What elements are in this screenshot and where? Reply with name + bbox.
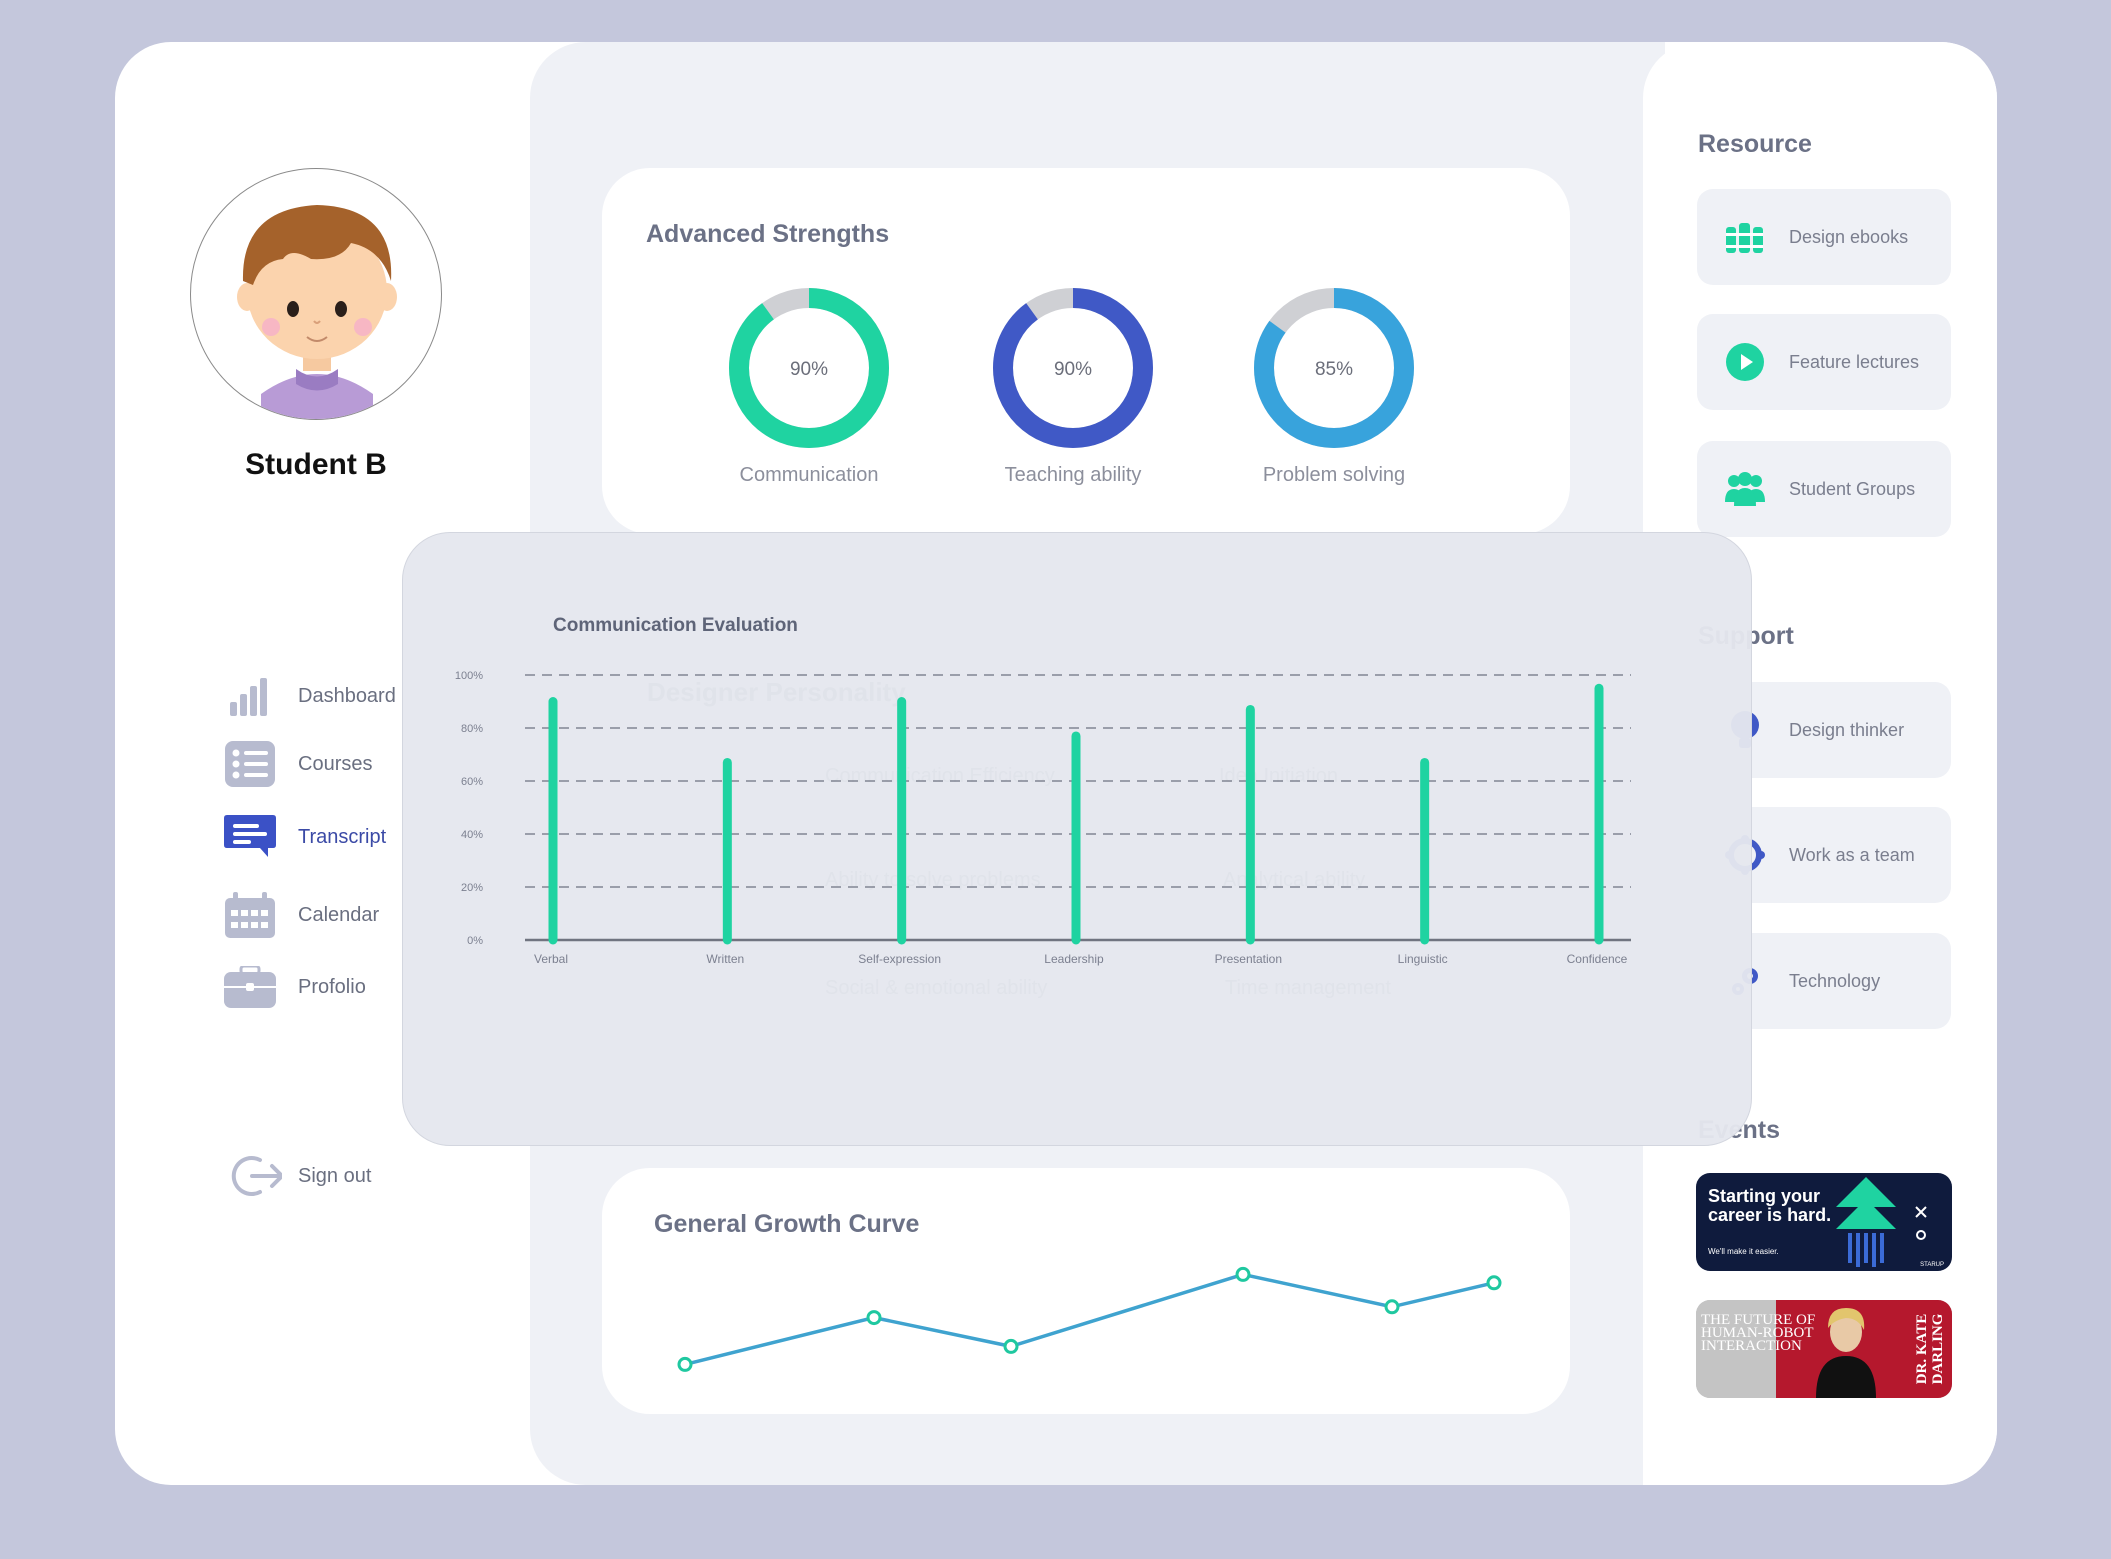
play-icon (1723, 340, 1767, 384)
donut-arc (729, 288, 889, 448)
event-banner-robot[interactable]: THE FUTURE OF HUMAN-ROBOT INTERACTION DR… (1696, 1300, 1952, 1398)
x-tick-label: Written (706, 952, 744, 966)
ghost-item: Time management (1225, 977, 1391, 999)
resource-student-groups[interactable]: Student Groups (1697, 441, 1951, 537)
y-tick-label: 80% (461, 723, 483, 735)
growth-point (1003, 1338, 1019, 1354)
donut-arc (993, 288, 1153, 448)
speaker-photo (1816, 1308, 1876, 1398)
avatar-illustration (237, 205, 397, 419)
resource-label: Student Groups (1789, 478, 1916, 499)
nav-label: Transcript (298, 825, 387, 848)
event-headline: Starting your career is hard. (1708, 1186, 1832, 1225)
nav-item-transcript[interactable]: Transcript (224, 809, 396, 865)
nav-item-calendar[interactable]: Calendar (224, 887, 396, 943)
event-brand: STARUP (1920, 1262, 1944, 1268)
donut-chart: 90% (729, 288, 889, 448)
nav-label: Profolio (298, 975, 366, 998)
student-name: Student B (245, 448, 387, 481)
event-headline: THE FUTURE OF HUMAN-ROBOT INTERACTION (1701, 1312, 1816, 1354)
nav-item-profolio[interactable]: Profolio (224, 959, 396, 1015)
resource-label: Feature lectures (1789, 351, 1920, 372)
y-tick-label: 100% (455, 670, 483, 682)
y-tick-label: 60% (461, 776, 483, 788)
donut-value: 90% (1054, 359, 1092, 380)
x-tick-label: Leadership (1044, 952, 1104, 966)
y-tick-label: 20% (461, 882, 483, 894)
donut-chart: 90% (993, 288, 1153, 448)
ghost-title: Designer Personality (647, 677, 906, 707)
nav-label: Calendar (298, 903, 380, 926)
evaluation-bar-chart: 0% 20% 40% 60% 80% 100% Verbal Written Self-expr… (455, 670, 1631, 966)
resource-design-ebooks[interactable]: Design ebooks (1697, 189, 1951, 285)
event-subtext: We'll make it easier. (1708, 1247, 1779, 1256)
support-label: Design thinker (1789, 719, 1905, 740)
nav-item-dashboard[interactable]: Dashboard (224, 668, 396, 724)
x-tick-label: Presentation (1215, 952, 1282, 966)
x-tick-label: Self-expression (858, 952, 941, 966)
support-label: Work as a team (1789, 844, 1915, 865)
growth-title: General Growth Curve (654, 1210, 920, 1238)
support-label: Technology (1789, 970, 1881, 991)
donut-label: Problem solving (1262, 464, 1406, 486)
strengths-card: Advanced Strengths 90% Communication 90% Te… (602, 168, 1570, 534)
donut-arc (1254, 288, 1414, 448)
donut-label: Communication (739, 464, 879, 486)
nav-item-courses[interactable]: Courses (224, 736, 396, 792)
nav-label: Dashboard (298, 684, 396, 707)
donut-label: Teaching ability (1004, 464, 1142, 486)
growth-point (1486, 1275, 1502, 1291)
resource-label: Design ebooks (1789, 226, 1909, 247)
ghost-item: Ability to solve problems (825, 869, 1041, 891)
event-banner-career[interactable]: Starting your career is hard. We'll make… (1696, 1173, 1952, 1271)
x-tick-label: Linguistic (1398, 952, 1448, 966)
calendar-icon (224, 889, 276, 941)
x-tick-label: Confidence (1567, 952, 1628, 966)
sign-out-button[interactable]: Sign out (230, 1148, 371, 1204)
communication-evaluation-modal: Designer Personality Communication Effic… (402, 532, 1752, 1146)
donut-chart: 85% (1254, 288, 1414, 448)
growth-line (684, 1272, 1495, 1367)
bar-chart-icon (224, 670, 276, 722)
growth-point (1384, 1299, 1400, 1315)
event-speaker: DR. KATE DARLING (1914, 1313, 1946, 1385)
sidebar-nav: Dashboard Courses Transcript Calendar Pr… (224, 668, 396, 1015)
list-icon (224, 738, 276, 790)
avatar (190, 168, 442, 420)
chat-icon (224, 811, 276, 863)
y-tick-label: 40% (461, 829, 483, 841)
nav-label: Courses (298, 752, 373, 775)
growth-point (866, 1310, 882, 1326)
growth-point (1235, 1266, 1251, 1282)
ghost-item: Social & emotional ability (825, 977, 1048, 999)
resource-feature-lectures[interactable]: Feature lectures (1697, 314, 1951, 410)
growth-point (677, 1356, 693, 1372)
y-tick-label: 0% (467, 935, 483, 947)
ghost-item: Analytical ability (1223, 869, 1366, 891)
briefcase-icon (224, 961, 276, 1013)
evaluation-title: Communication Evaluation (553, 615, 798, 636)
group-icon (1723, 467, 1767, 511)
growth-card: General Growth Curve (602, 1168, 1570, 1414)
books-icon (1723, 215, 1767, 259)
resource-title: Resource (1698, 130, 1812, 158)
donut-value: 90% (790, 359, 828, 380)
growth-chart (677, 1266, 1502, 1372)
sign-out-icon (230, 1150, 282, 1202)
x-tick-label: Verbal (534, 952, 568, 966)
tree-logo-icon (1836, 1177, 1927, 1267)
sign-out-label: Sign out (298, 1164, 372, 1187)
strengths-title: Advanced Strengths (646, 220, 890, 248)
donut-value: 85% (1315, 359, 1353, 380)
